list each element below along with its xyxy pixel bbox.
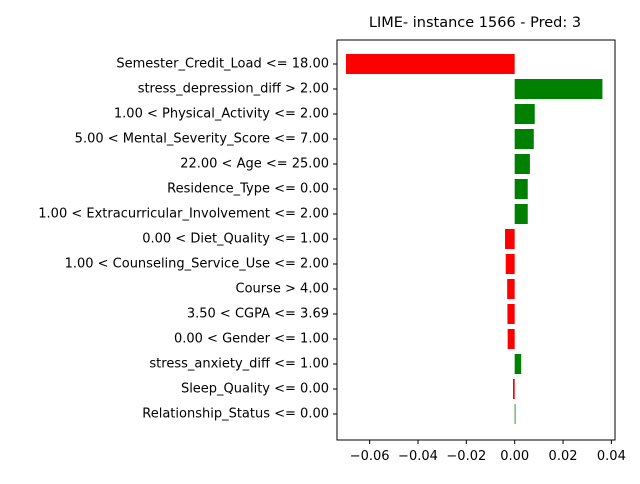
y-tick-label: 1.00 < Counseling_Service_Use <= 2.00	[65, 257, 329, 272]
bar	[512, 379, 515, 399]
y-tick-label: 22.00 < Age <= 25.00	[180, 157, 329, 172]
bar	[507, 279, 515, 299]
x-tick-label: 0.00	[500, 449, 529, 464]
plot-frame	[336, 39, 616, 441]
y-tick-label: Course > 4.00	[236, 282, 330, 297]
y-tick-label: Sleep_Quality <= 0.00	[181, 382, 329, 397]
x-tick-label: −0.06	[350, 449, 390, 464]
x-tick-label: 0.02	[549, 449, 578, 464]
bar	[507, 329, 515, 349]
bar	[514, 79, 603, 99]
y-tick-label: 0.00 < Gender <= 1.00	[174, 332, 329, 347]
bar	[514, 104, 535, 124]
x-tick-labels: −0.06 −0.04 −0.02 0.00 0.02 0.04	[350, 440, 626, 464]
bar	[507, 304, 515, 324]
bar	[514, 404, 516, 424]
y-tick-label: Semester_Credit_Load <= 18.00	[116, 57, 329, 72]
bar	[514, 179, 528, 199]
bars-group	[345, 54, 603, 424]
y-tick-labels: Semester_Credit_Load <= 18.00 stress_depr…	[38, 57, 337, 422]
x-tick-label: −0.02	[446, 449, 486, 464]
y-tick-label: 3.50 < CGPA <= 3.69	[187, 307, 329, 322]
y-tick-label: 0.00 < Diet_Quality <= 1.00	[142, 232, 329, 247]
bar	[514, 354, 522, 374]
y-tick-label: Relationship_Status <= 0.00	[142, 407, 329, 422]
y-tick-label: Residence_Type <= 0.00	[167, 182, 329, 197]
bar	[514, 154, 530, 174]
x-tick-label: −0.04	[398, 449, 438, 464]
y-tick-label: 1.00 < Extracurricular_Involvement <= 2.…	[38, 207, 329, 222]
bar	[505, 254, 515, 274]
bar	[514, 129, 534, 149]
x-tick-label: 0.04	[597, 449, 626, 464]
y-tick-label: 5.00 < Mental_Severity_Score <= 7.00	[75, 132, 329, 147]
y-tick-label: 1.00 < Physical_Activity <= 2.00	[114, 107, 329, 122]
bar	[345, 54, 515, 74]
y-tick-label: stress_anxiety_diff <= 1.00	[149, 357, 329, 372]
chart-title: LIME- instance 1566 - Pred: 3	[369, 15, 581, 31]
y-tick-label: stress_depression_diff > 2.00	[138, 82, 329, 97]
bar	[514, 204, 528, 224]
bar	[505, 229, 515, 249]
